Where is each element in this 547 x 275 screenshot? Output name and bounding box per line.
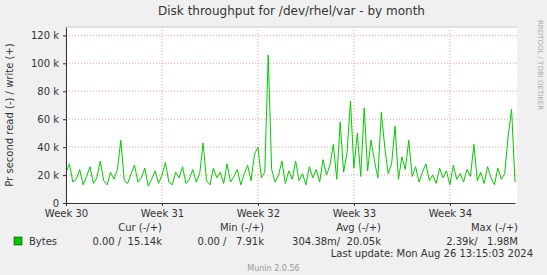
x-axis-line xyxy=(67,203,516,204)
y-tick-mark xyxy=(63,175,66,176)
stats-header: Max (-/+) xyxy=(471,222,518,233)
x-tick: Week 31 xyxy=(141,203,184,219)
grid xyxy=(66,27,517,203)
series-group xyxy=(66,55,515,186)
grid-line xyxy=(66,27,67,203)
stats-header: Avg (-/+) xyxy=(336,222,381,233)
y-axis: 0 20 k 40 k 60 k 80 k 100 k 120 k xyxy=(31,28,67,209)
stats-value: 304.38m/ 20.05k xyxy=(292,236,381,247)
y-tick-mark xyxy=(63,35,66,36)
background xyxy=(0,0,547,275)
y-axis-line xyxy=(66,28,67,204)
grid-line xyxy=(353,27,354,203)
y-tick-mark xyxy=(63,203,66,204)
y-tick-label: 0 xyxy=(53,198,59,209)
grid-line xyxy=(66,63,517,64)
stats-value: 0.00 / 15.14k xyxy=(92,236,162,247)
y-tick: 0 xyxy=(53,198,66,209)
y-tick: 80 k xyxy=(37,86,66,97)
y-tick-label: 80 k xyxy=(37,86,59,97)
legend-label: Bytes xyxy=(29,236,57,247)
x-tick: Week 33 xyxy=(333,203,376,219)
grid-line xyxy=(66,147,517,148)
stats-value: 2.39k/ 1.98M xyxy=(446,236,518,247)
x-tick-mark xyxy=(354,203,355,206)
y-tick: 120 k xyxy=(31,30,66,41)
x-tick: Week 34 xyxy=(429,203,472,219)
y-tick-mark xyxy=(63,91,66,92)
grid-line xyxy=(66,119,517,120)
x-tick: Week 32 xyxy=(237,203,280,219)
y-tick-mark xyxy=(63,147,66,148)
grid-line xyxy=(257,27,258,203)
y-tick-mark xyxy=(63,63,66,64)
watermark: RRDTOOL / TOBI OETIKER xyxy=(536,20,544,110)
x-tick-mark xyxy=(66,203,67,206)
grid-line xyxy=(449,27,450,203)
y-tick: 20 k xyxy=(37,170,66,181)
y-tick: 40 k xyxy=(37,142,66,153)
x-tick-label: Week 33 xyxy=(333,208,376,219)
x-tick-label: Week 34 xyxy=(429,208,472,219)
y-tick-label: 120 k xyxy=(31,30,59,41)
y-tick-mark xyxy=(63,119,66,120)
x-tick-mark xyxy=(258,203,259,206)
y-axis-title: Pr second read (-) / write (+) xyxy=(4,43,15,186)
grid-line xyxy=(66,91,517,92)
stats-header: Cur (-/+) xyxy=(118,222,162,233)
credit: Munin 2.0.56 xyxy=(247,264,299,273)
y-tick: 60 k xyxy=(37,114,66,125)
title: Disk throughput for /dev/rhel/var - by m… xyxy=(158,4,425,18)
x-tick-label: Week 30 xyxy=(45,208,88,219)
stats-header: Min (-/+) xyxy=(220,222,264,233)
x-tick-label: Week 32 xyxy=(237,208,280,219)
grid-line xyxy=(66,35,517,36)
plot-area xyxy=(66,27,517,203)
y-tick: 100 k xyxy=(31,58,66,69)
legend-swatch xyxy=(14,237,22,245)
stats-value: 0.00 / 7.91k xyxy=(198,236,265,247)
grid-line xyxy=(66,175,517,176)
series-line xyxy=(66,55,515,186)
x-tick: Week 30 xyxy=(45,203,88,219)
plot-frame xyxy=(66,27,517,28)
y-tick-label: 60 k xyxy=(37,114,59,125)
y-tick-label: 100 k xyxy=(31,58,59,69)
x-tick-mark xyxy=(450,203,451,206)
x-tick-mark xyxy=(162,203,163,206)
x-axis: Week 30 Week 31 Week 32 Week 33 Week 34 xyxy=(45,203,516,219)
x-tick-label: Week 31 xyxy=(141,208,184,219)
footer: Last update: Mon Aug 26 13:15:03 2024 xyxy=(331,248,533,259)
y-tick-label: 20 k xyxy=(37,170,59,181)
chart: Disk throughput for /dev/rhel/var - by m… xyxy=(0,0,547,275)
y-tick-label: 40 k xyxy=(37,142,59,153)
